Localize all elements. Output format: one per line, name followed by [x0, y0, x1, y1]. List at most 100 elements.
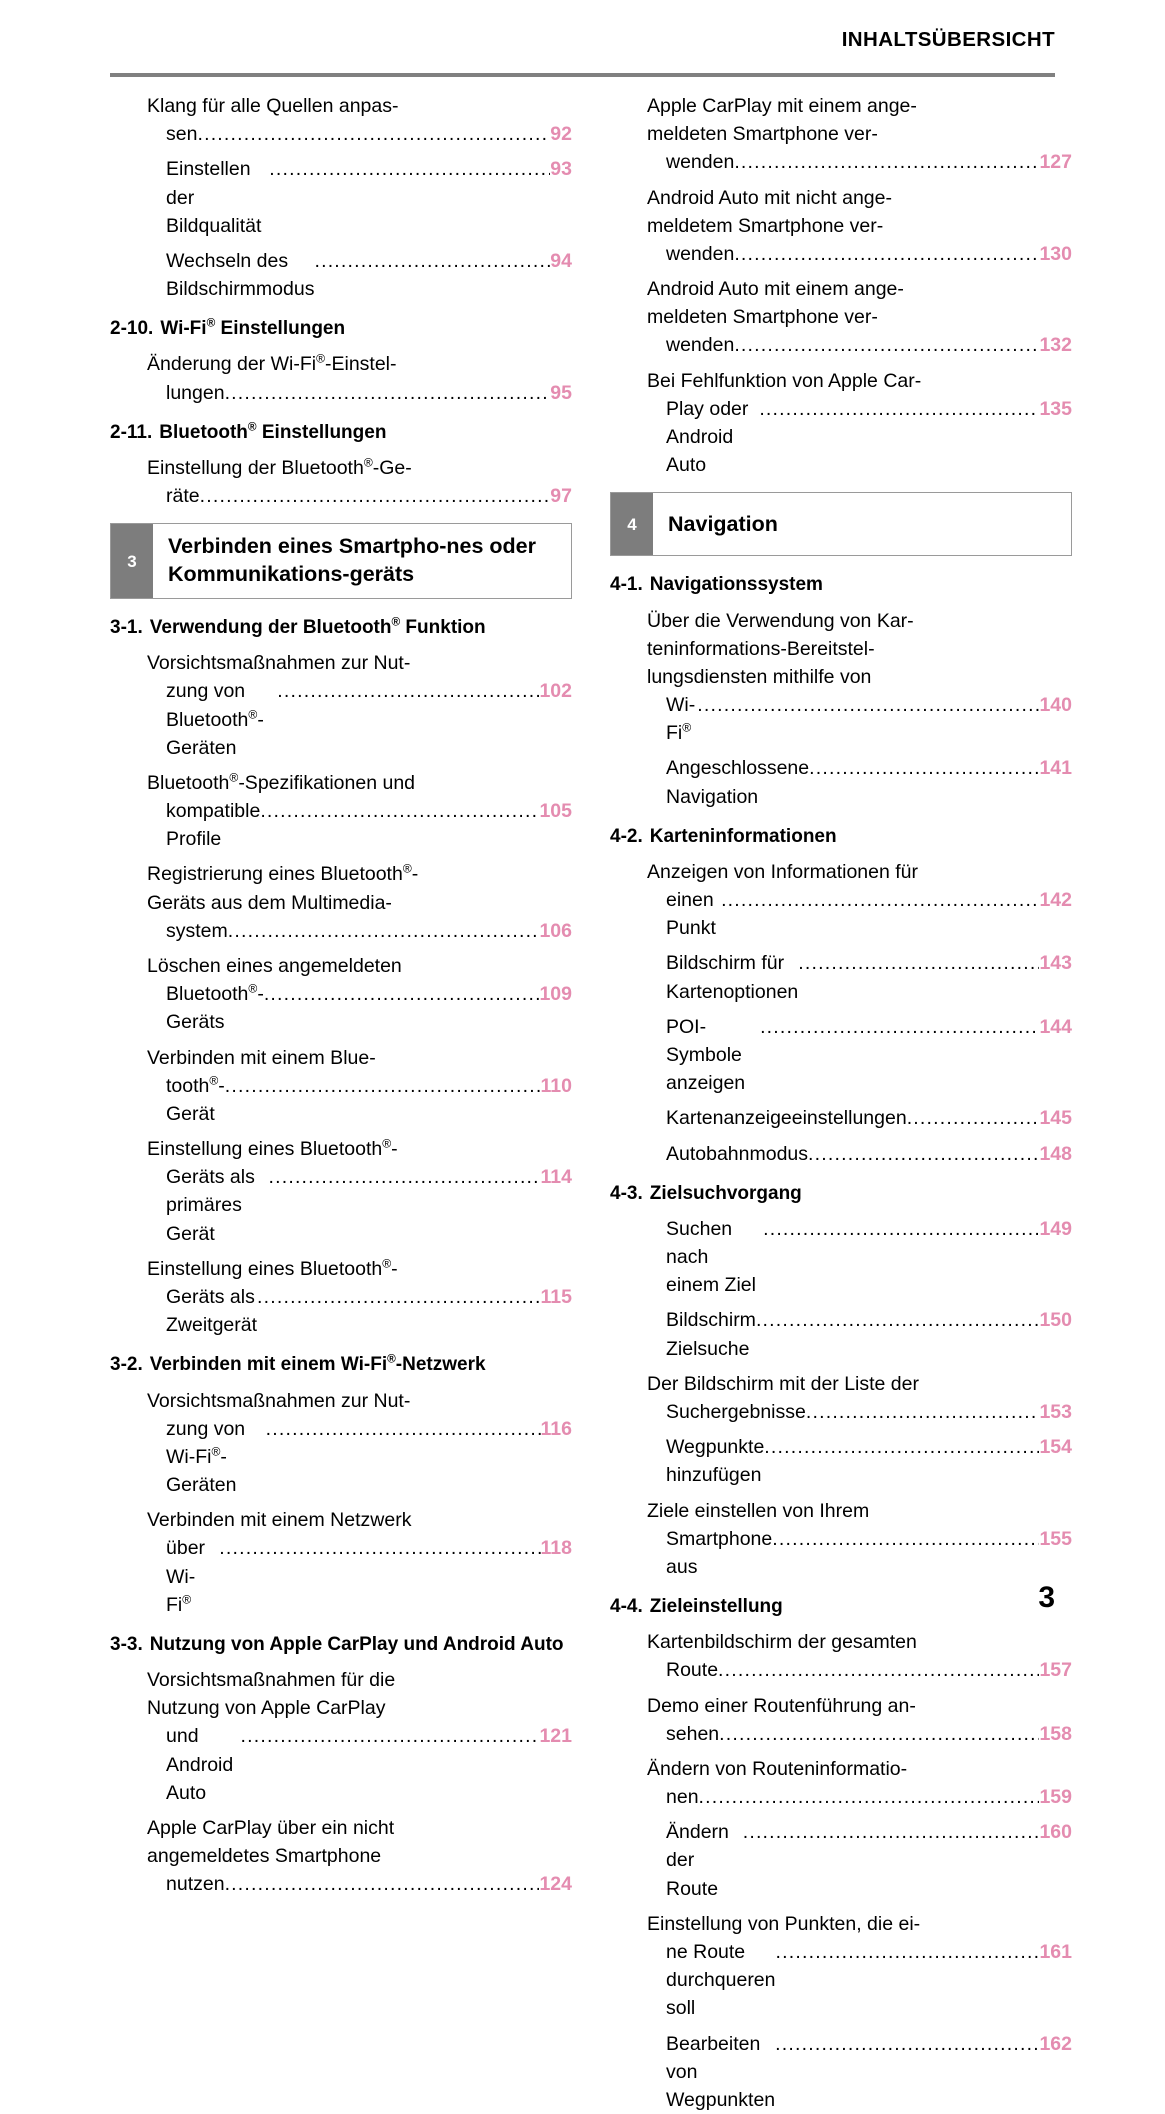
toc-page-number: 148: [1039, 1142, 1072, 1165]
toc-chapter-box[interactable]: 4 Navigation: [610, 492, 1072, 557]
toc-entry[interactable]: Vorsichtsmaßnahmen zur Nut-zung von Wi-F…: [110, 1387, 572, 1500]
toc-section-heading[interactable]: 2-10. Wi-Fi® Einstellungen: [110, 316, 572, 341]
leader-dots: ........................................…: [742, 1821, 1040, 1844]
leader-dots: ........................................…: [721, 889, 1039, 912]
toc-entry[interactable]: Kartenbildschirm der gesamten Route......…: [610, 1628, 1072, 1684]
toc-section-label: Verwendung der Bluetooth® Funktion: [149, 615, 486, 639]
toc-entry-line: Einstellung von Punkten, die ei-: [647, 1910, 1072, 1938]
toc-page-number: 160: [1039, 1821, 1072, 1844]
toc-page-number: 105: [539, 800, 572, 823]
toc-entry-line: Klang für alle Quellen anpas-: [147, 92, 572, 120]
toc-page-number: 97: [550, 485, 572, 508]
toc-entry[interactable]: Vorsichtsmaßnahmen für die Nutzung von Ap…: [110, 1666, 572, 1807]
toc-entry[interactable]: Demo einer Routenführung an-sehen.......…: [610, 1692, 1072, 1748]
toc-entry[interactable]: Bildschirm Zielsuche....................…: [610, 1306, 1072, 1362]
toc-entry[interactable]: Suchen nach einem Ziel..................…: [610, 1215, 1072, 1300]
toc-entry-text: Nutzung von Apple CarPlay: [147, 1697, 386, 1720]
toc-entry-line: POI-Symbole anzeigen....................…: [666, 1013, 1072, 1098]
registered-trademark-icon: ®: [402, 861, 412, 876]
toc-entry[interactable]: Kartenanzeigeeinstellungen..............…: [610, 1104, 1072, 1132]
toc-entry[interactable]: Apple CarPlay mit einem ange-meldeten Sm…: [610, 92, 1072, 177]
toc-entry[interactable]: Apple CarPlay über ein nicht angemeldetes…: [110, 1814, 572, 1899]
toc-entry[interactable]: Einstellung der Bluetooth®-Ge-räte......…: [110, 454, 572, 510]
toc-section-heading[interactable]: 4-3. Zielsuchvorgang: [610, 1181, 1072, 1206]
toc-section-heading[interactable]: 2-11. Bluetooth® Einstellungen: [110, 420, 572, 445]
toc-entry-text: Einstellen der Bildqualität: [166, 158, 262, 237]
toc-entry[interactable]: Löschen eines angemeldeten Bluetooth®-Ger…: [110, 952, 572, 1037]
toc-entry-line: Vorsichtsmaßnahmen zur Nut-: [147, 649, 572, 677]
toc-entry[interactable]: Einstellung eines Bluetooth®- Geräts als …: [110, 1135, 572, 1248]
toc-entry-line: Nutzung von Apple CarPlay: [147, 1694, 572, 1722]
toc-entry[interactable]: Der Bildschirm mit der Liste der Sucherge…: [610, 1370, 1072, 1426]
toc-entry-text: über Wi-Fi®: [166, 1537, 206, 1616]
toc-section-heading[interactable]: 3-2. Verbinden mit einem Wi-Fi®-Netzwerk: [110, 1352, 572, 1377]
toc-entry[interactable]: Android Auto mit einem ange-meldeten Sma…: [610, 275, 1072, 360]
toc-entry[interactable]: Android Auto mit nicht ange-meldetem Sma…: [610, 184, 1072, 269]
toc-entry[interactable]: Ändern der Route........................…: [610, 1818, 1072, 1903]
toc-entry[interactable]: Verbinden mit einem Netzwerk über Wi-Fi®.…: [110, 1506, 572, 1619]
toc-entry[interactable]: Einstellung eines Bluetooth®- Geräts als …: [110, 1255, 572, 1340]
toc-entry[interactable]: POI-Symbole anzeigen....................…: [610, 1013, 1072, 1098]
toc-entry-text: tooth®-Gerät: [166, 1073, 225, 1125]
toc-entry[interactable]: Vorsichtsmaßnahmen zur Nut-zung von Blue…: [110, 649, 572, 762]
toc-entry-text: Android Auto mit nicht ange-: [647, 186, 892, 209]
toc-columns: Klang für alle Quellen anpas-sen........…: [110, 92, 1072, 2111]
toc-entry-text: Suchergebnisse: [666, 1400, 806, 1423]
leader-dots: ........................................…: [798, 952, 1039, 975]
leader-dots: ........................................…: [224, 1074, 541, 1097]
toc-entry[interactable]: Bei Fehlfunktion von Apple Car- Play oder…: [610, 367, 1072, 480]
toc-entry-line: über Wi-Fi®.............................…: [166, 1534, 572, 1619]
leader-dots: ........................................…: [219, 1537, 540, 1560]
toc-entry[interactable]: Wegpunkte hinzufügen....................…: [610, 1433, 1072, 1489]
toc-section-heading[interactable]: 4-2. Karteninformationen: [610, 824, 1072, 849]
toc-entry[interactable]: Bluetooth®-Spezifikationen und kompatible…: [110, 769, 572, 854]
registered-trademark-icon: ®: [382, 1136, 392, 1151]
toc-entry[interactable]: Bildschirm für Kartenoptionen...........…: [610, 949, 1072, 1005]
toc-entry[interactable]: Anzeigen von Informationen für einen Punk…: [610, 858, 1072, 943]
toc-entry-text: meldeten Smartphone ver-: [647, 123, 878, 146]
toc-entry-text: Bluetooth®-Spezifikationen und: [147, 770, 416, 794]
toc-entry[interactable]: Ziele einstellen von Ihrem Smartphone aus…: [610, 1497, 1072, 1582]
leader-dots: ........................................…: [734, 334, 1039, 357]
toc-section-heading[interactable]: 3-3. Nutzung von Apple CarPlay und Androi…: [110, 1632, 572, 1657]
toc-section-heading[interactable]: 3-1. Verwendung der Bluetooth® Funktion: [110, 615, 572, 640]
toc-entry[interactable]: Registrierung eines Bluetooth®- Geräts au…: [110, 860, 572, 945]
toc-page-number: 130: [1039, 242, 1072, 265]
toc-entry[interactable]: Klang für alle Quellen anpas-sen........…: [110, 92, 572, 148]
toc-page-number: 124: [539, 1873, 572, 1896]
registered-trademark-icon: ®: [363, 455, 373, 470]
toc-entry[interactable]: Bearbeiten von Wegpunkten...............…: [610, 2030, 1072, 2114]
toc-entry[interactable]: Änderung der Wi-Fi®-Einstel-lungen......…: [110, 350, 572, 406]
toc-entry-line: zung von Bluetooth®-Geräten.............…: [166, 677, 572, 762]
toc-entry-line: einen Punkt.............................…: [666, 886, 1072, 942]
toc-entry[interactable]: Ändern von Routeninformatio-nen.........…: [610, 1755, 1072, 1811]
toc-entry-text: Bildschirm Zielsuche: [666, 1309, 756, 1360]
toc-entry-text: lungsdiensten mithilfe von: [647, 665, 872, 688]
toc-entry-line: Angeschlossene Navigation...............…: [666, 754, 1072, 810]
toc-chapter-number: 3: [111, 524, 153, 599]
leader-dots: ........................................…: [772, 1527, 1039, 1550]
toc-entry-line: Bei Fehlfunktion von Apple Car-: [647, 367, 1072, 395]
toc-entry[interactable]: Einstellung von Punkten, die ei-ne Route…: [610, 1910, 1072, 2023]
leader-dots: ........................................…: [227, 919, 540, 942]
toc-entry[interactable]: Einstellen der Bildqualität.............…: [110, 155, 572, 240]
toc-entry-line: Play oder Android Auto..................…: [666, 395, 1072, 480]
toc-section-heading[interactable]: 4-1. Navigationssystem: [610, 572, 1072, 597]
toc-page-number: 142: [1039, 889, 1072, 912]
toc-chapter-box[interactable]: 3 Verbinden eines Smartpho-nes oder Kommu…: [110, 523, 572, 600]
toc-section-heading[interactable]: 4-4. Zieleinstellung: [610, 1594, 1072, 1619]
toc-entry[interactable]: Wechseln des Bildschirmmodus............…: [110, 247, 572, 303]
toc-entry[interactable]: Autobahnmodus...........................…: [610, 1140, 1072, 1168]
registered-trademark-icon: ®: [382, 1256, 392, 1271]
page-title: INHALTSÜBERSICHT: [841, 28, 1055, 51]
toc-entry[interactable]: Über die Verwendung von Kar-teninformati…: [610, 607, 1072, 748]
toc-entry-line: wenden..................................…: [666, 240, 1072, 268]
toc-chapter-title: Navigation: [668, 511, 778, 536]
toc-entry[interactable]: Angeschlossene Navigation...............…: [610, 754, 1072, 810]
toc-entry-line: Ändern von Routeninformatio-: [647, 1755, 1072, 1783]
toc-entry-line: Löschen eines angemeldeten: [147, 952, 572, 980]
toc-entry[interactable]: Verbinden mit einem Blue-tooth®-Gerät...…: [110, 1044, 572, 1129]
toc-entry-text: meldetem Smartphone ver-: [647, 214, 884, 237]
toc-entry-text: räte: [166, 485, 200, 508]
toc-page-number: 159: [1039, 1786, 1072, 1809]
